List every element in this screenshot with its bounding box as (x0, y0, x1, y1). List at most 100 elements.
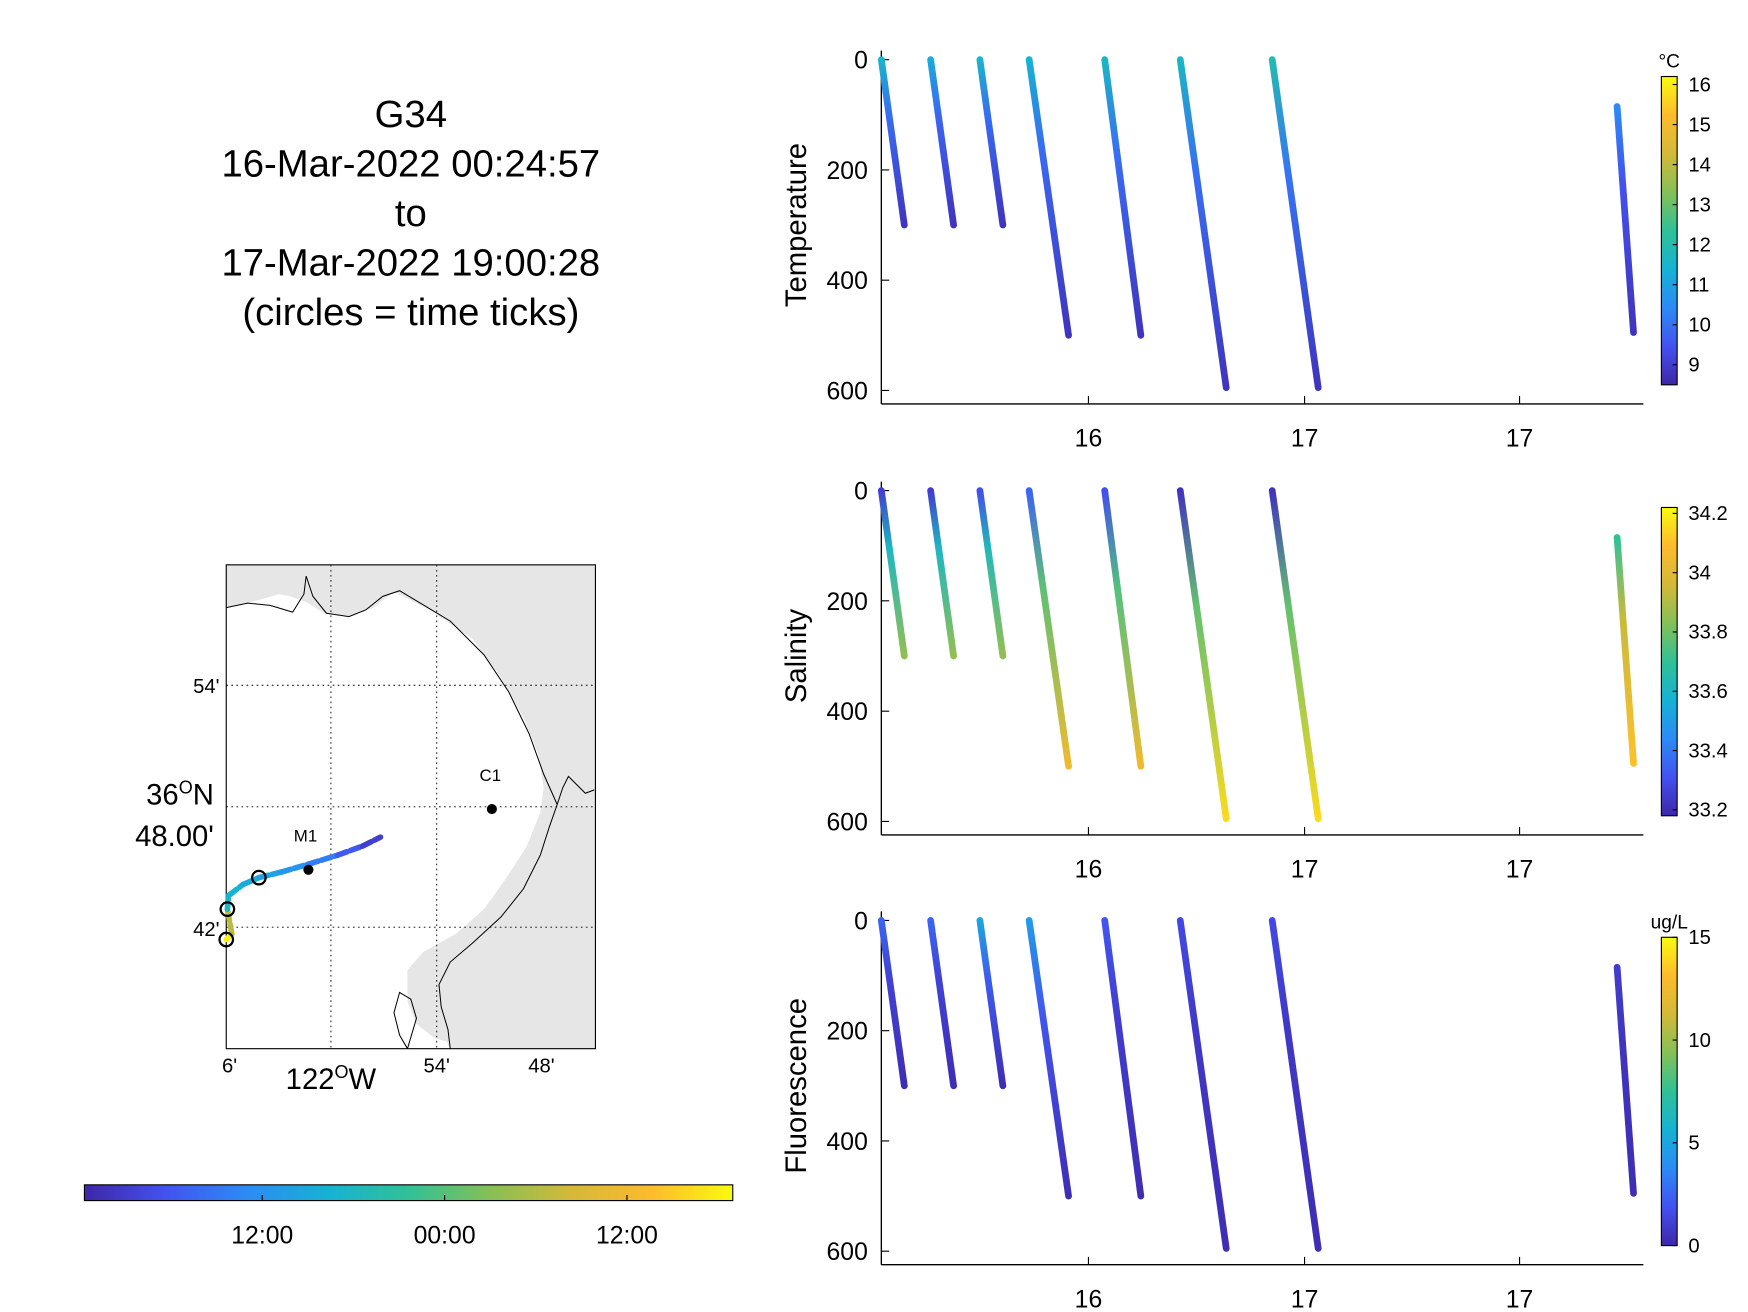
profile-line (877, 487, 908, 660)
y-tick-label: 200 (827, 158, 868, 185)
profile-line (1101, 917, 1145, 1200)
y-tick-label: 600 (827, 378, 868, 405)
colorbar-tick-label: 34 (1688, 562, 1711, 584)
x-tick-label: 17 (1506, 857, 1534, 881)
map-land (226, 564, 596, 1049)
x-tick-label: 17 (1291, 857, 1319, 881)
colorbar-gradient (1660, 936, 1678, 1247)
lon-tick-54: 54' (424, 1055, 450, 1077)
y-axis-title: Salinity (781, 608, 813, 703)
x-tick-label: 17 (1291, 426, 1319, 450)
track-segment (359, 834, 384, 849)
map-coastline (226, 575, 595, 1049)
salinity-panel: 0 200 400 600 16 17 17 Salinity 34.2 34 33.8 33.6 33… (781, 479, 1728, 881)
y-tick-label: 600 (827, 809, 868, 836)
colorbar-tick-label: 5 (1688, 1133, 1699, 1155)
profile-line (976, 917, 1007, 1090)
track-segment (305, 852, 341, 867)
lat-label-deg: 36 (146, 780, 179, 812)
y-tick-label: 200 (827, 589, 868, 616)
profile-line (976, 487, 1007, 660)
profile-line (1176, 917, 1230, 1252)
profile-line (1025, 56, 1072, 339)
figure-title: G34 16-Mar-2022 00:24:57 to 17-Mar-2022 … (197, 90, 625, 338)
profile-line (1613, 534, 1637, 767)
x-tick-label: 17 (1291, 1286, 1319, 1310)
profile-line (1613, 963, 1637, 1197)
y-tick-label: 0 (854, 479, 868, 506)
profile-line (1101, 487, 1145, 770)
x-tick-label: 16 (1075, 857, 1103, 881)
lat-tick-42: 42' (193, 919, 219, 941)
profile-line (1176, 487, 1230, 823)
colorbar-tick-label: 0 (1688, 1235, 1699, 1257)
lat-label-minutes: 48.00' (135, 821, 214, 853)
y-tick-label: 0 (854, 908, 868, 935)
track-segment (225, 881, 246, 899)
profile-line (1025, 917, 1072, 1200)
colorbar-tick-label: 13 (1688, 194, 1711, 216)
profile-line (1025, 487, 1072, 770)
y-tick-label: 200 (827, 1019, 868, 1046)
y-axis-title: Temperature (781, 143, 813, 307)
colorbar-tick-label: 10 (1688, 1030, 1711, 1052)
lon-label-deg: 122 (286, 1064, 335, 1096)
track-segment (334, 843, 366, 858)
colorbar-unit: °C (1659, 52, 1681, 73)
colorbar-tick-label: 33.2 (1688, 800, 1727, 822)
title-to: to (394, 192, 427, 236)
track-segment (224, 906, 235, 937)
profile-line (927, 56, 957, 229)
colorbar-gradient (1660, 75, 1678, 386)
y-tick-label: 400 (827, 699, 868, 726)
temperature-panel: 0 200 400 600 16 17 17 Temperature 16 15 14 13 12 11 1… (781, 48, 1711, 450)
x-tick-label: 17 (1506, 1286, 1534, 1310)
profile-line (1613, 103, 1637, 336)
station-c1-label: C1 (480, 766, 502, 785)
colorbar-tick-label: 15 (1688, 927, 1711, 949)
time-tick-circle (218, 931, 235, 948)
lon-tick-6: 6' (222, 1055, 237, 1077)
profile-line (1268, 56, 1322, 392)
y-tick-label: 600 (827, 1239, 868, 1266)
colorbar-tick-label: 34.2 (1688, 503, 1727, 525)
colorbar-tick-label: 9 (1688, 355, 1699, 377)
profile-line (877, 56, 908, 229)
map-grid (226, 564, 596, 1049)
colorbar-tick-label: 10 (1688, 315, 1711, 337)
colorbar-tick-label: 33.6 (1688, 681, 1727, 703)
colorbar-gradient (1660, 506, 1678, 817)
time-tick-circle (219, 901, 236, 918)
time-colorbar-gradient (83, 1184, 734, 1202)
y-tick-label: 400 (827, 1129, 868, 1156)
colorbar-tick-label: 16 (1688, 74, 1711, 96)
lat-tick-54: 54' (193, 676, 219, 698)
time-colorbar: 12:00 00:00 12:00 (83, 1184, 734, 1249)
station-m1-marker (303, 864, 314, 875)
y-tick-label: 400 (827, 268, 868, 295)
profile-line (1176, 56, 1230, 392)
track-segment (240, 874, 262, 888)
y-tick-label: 0 (854, 48, 868, 75)
track-segment (278, 861, 312, 875)
time-colorbar-label: 12:00 (596, 1222, 658, 1249)
colorbar-tick-label: 12 (1688, 234, 1711, 256)
colorbar-tick-label: 15 (1688, 114, 1711, 136)
x-tick-label: 17 (1506, 426, 1534, 450)
lat-label-n: N (193, 780, 214, 812)
station-m1-label: M1 (294, 827, 317, 846)
title-circles-note: (circles = time ticks) (242, 291, 580, 335)
track-segment (256, 869, 285, 881)
x-tick-label: 16 (1075, 1286, 1103, 1310)
map-frame (225, 564, 597, 1050)
profile-line (1268, 487, 1322, 823)
colorbar-tick-label: 33.4 (1688, 740, 1727, 762)
profile-line (1268, 917, 1322, 1252)
profile-line (1101, 56, 1145, 339)
lat-label-sup: O (179, 777, 193, 797)
fluorescence-panel: 0 200 400 600 16 17 17 Fluorescence 15 10 5 0 ug/L (781, 908, 1711, 1310)
time-colorbar-label: 12:00 (231, 1222, 293, 1249)
x-tick-label: 16 (1075, 426, 1103, 450)
colorbar-unit: ug/L (1651, 912, 1688, 933)
